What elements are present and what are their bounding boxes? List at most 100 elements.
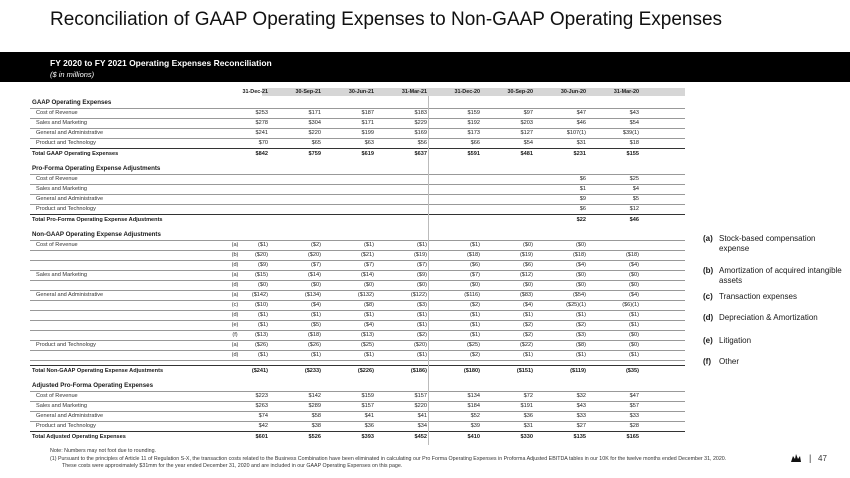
value-cell: ($20) (413, 342, 427, 348)
value-cell: ($0) (629, 332, 639, 338)
value-cell: ($233) (304, 368, 321, 374)
value-cell: $526 (308, 434, 321, 440)
value-cell: $481 (520, 151, 533, 157)
value-cell: $171 (361, 120, 374, 126)
value-cell: ($18) (625, 252, 639, 258)
value-cell: ($1) (523, 352, 533, 358)
value-cell: $47 (576, 110, 586, 116)
value-cell: ($0) (576, 242, 586, 248)
table-row: Sales and Marketing $278 $304 $171 $229 $192 $… (30, 118, 685, 129)
adjustment-code: (d) (231, 352, 239, 358)
value-cell: ($1) (470, 312, 480, 318)
value-cell: $46 (576, 120, 586, 126)
value-cell: $32 (576, 393, 586, 399)
value-cell: $184 (467, 403, 480, 409)
value-cell: ($2) (311, 242, 321, 248)
value-cell: ($20) (307, 252, 321, 258)
value-cell: $22 (576, 217, 586, 223)
value-cell: ($180) (463, 368, 480, 374)
value-cell: ($4) (629, 262, 639, 268)
table-row: (d) ($1) ($1) ($1) ($1) ($2) ($1) ($1) ($1) (30, 350, 685, 361)
table-row: General and Administrative (a) ($142) ($134… (30, 290, 685, 301)
footer-divider: | (809, 453, 812, 463)
table-row: Product and Technology (a) ($26) ($26) ($25)… (30, 340, 685, 351)
value-cell: ($1) (417, 312, 427, 318)
value-cell: $42 (258, 423, 268, 429)
value-cell: ($8) (576, 342, 586, 348)
value-cell: $191 (520, 403, 533, 409)
value-cell: $43 (576, 403, 586, 409)
value-cell: $38 (311, 423, 321, 429)
value-cell: ($226) (357, 368, 374, 374)
table-row: (c) ($10) ($4) ($8) ($3) ($2) ($4) ($25)(1) ($6)… (30, 300, 685, 311)
value-cell: ($13) (360, 332, 374, 338)
value-cell: $842 (255, 151, 268, 157)
value-cell: $157 (414, 393, 427, 399)
value-cell: $619 (361, 151, 374, 157)
value-cell: ($83) (519, 292, 533, 298)
value-cell: $31 (576, 140, 586, 146)
row-label: Cost of Revenue (36, 110, 78, 116)
row-label: General and Administrative (36, 196, 104, 202)
value-cell: ($1) (629, 322, 639, 328)
value-cell: ($22) (519, 342, 533, 348)
value-cell: $135 (573, 434, 586, 440)
value-cell: ($18) (466, 252, 480, 258)
value-cell: $47 (629, 393, 639, 399)
value-cell: ($1) (364, 312, 374, 318)
table-row: Cost of Revenue $223 $142 $159 $157 $134 $72 $3… (30, 391, 685, 402)
table-row: (d) ($1) ($1) ($1) ($1) ($1) ($1) ($1) ($1) (30, 310, 685, 321)
value-cell: $220 (308, 130, 321, 136)
value-cell: $759 (308, 151, 321, 157)
value-cell: ($1) (629, 312, 639, 318)
value-cell: $173 (467, 130, 480, 136)
value-cell: $393 (361, 434, 374, 440)
value-cell: ($35) (625, 368, 639, 374)
legend-key: (e) (703, 336, 713, 345)
value-cell: ($25)(1) (566, 302, 586, 308)
banner-title: FY 2020 to FY 2021 Operating Expenses Re… (50, 58, 272, 68)
total-row: Total Non-GAAP Operating Expense Adjustm… (30, 365, 685, 376)
value-cell: ($2) (523, 322, 533, 328)
row-label: Non-GAAP Operating Expense Adjustments (32, 231, 161, 238)
value-cell: $56 (417, 140, 427, 146)
adjustment-code: (e) (231, 322, 239, 328)
row-label: Product and Technology (36, 423, 96, 429)
value-cell: ($9) (258, 262, 268, 268)
column-header: 30-Jun-20 (560, 89, 586, 95)
legend-text: Stock-based compensation expense (719, 234, 816, 253)
value-cell: ($1) (311, 312, 321, 318)
value-cell: ($7) (364, 262, 374, 268)
row-label: Pro-Forma Operating Expense Adjustments (32, 165, 161, 172)
legend-text: Other (719, 357, 740, 366)
value-cell: ($7) (311, 262, 321, 268)
value-cell: $330 (520, 434, 533, 440)
value-cell: $36 (523, 413, 533, 419)
table-row: Cost of Revenue (a) ($1) ($2) ($1) ($1) ($1) ($… (30, 240, 685, 251)
table-row: (f) ($13) ($18) ($13) ($2) ($1) ($2) ($3) ($0) (30, 330, 685, 341)
row-label: Adjusted Pro-Forma Operating Expenses (32, 382, 154, 389)
value-cell: ($5) (311, 322, 321, 328)
value-cell: ($0) (629, 342, 639, 348)
adjustment-code: (a) (231, 292, 239, 298)
value-cell: ($20) (254, 252, 268, 258)
value-cell: $46 (629, 217, 639, 223)
value-cell: $66 (470, 140, 480, 146)
row-label: Cost of Revenue (36, 393, 78, 399)
value-cell: $187 (361, 110, 374, 116)
value-cell: ($1) (470, 322, 480, 328)
value-cell: ($12) (519, 272, 533, 278)
value-cell: ($0) (576, 272, 586, 278)
total-row: Total Adjusted Operating Expenses $601 $52… (30, 431, 685, 442)
value-cell: $54 (629, 120, 639, 126)
column-header: 31-Dec-21 (242, 89, 268, 95)
value-cell: $63 (364, 140, 374, 146)
value-cell: ($18) (307, 332, 321, 338)
value-cell: ($9) (417, 272, 427, 278)
table-row: General and Administrative $74 $58 $41 $41 $5… (30, 411, 685, 422)
column-header: 30-Sep-20 (507, 89, 533, 95)
value-cell: $1 (579, 186, 586, 192)
table-row: Sales and Marketing $263 $289 $157 $220 $184 $… (30, 401, 685, 412)
value-cell: ($1) (364, 242, 374, 248)
value-cell: ($122) (410, 292, 427, 298)
